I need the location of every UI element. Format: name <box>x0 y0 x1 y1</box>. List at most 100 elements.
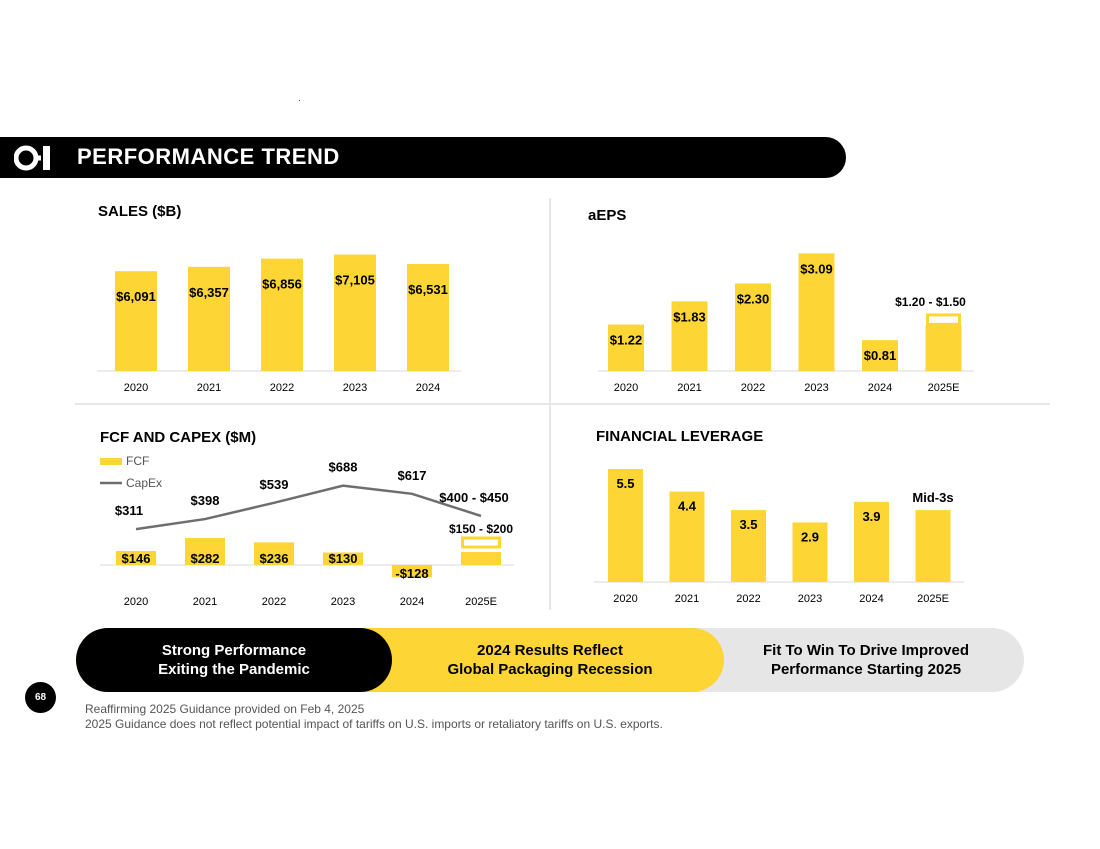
pill-text: 2024 Results Reflect Global Packaging Re… <box>447 642 653 678</box>
x-tick-label: 2022 <box>270 382 294 394</box>
x-tick-label: 2025E <box>465 596 497 608</box>
capex-point-label: $398 <box>191 493 220 508</box>
bar <box>735 283 771 371</box>
bar-label: 4.4 <box>678 499 697 514</box>
capex-point-label: $688 <box>329 460 358 475</box>
footnotes: Reaffirming 2025 Guidance provided on Fe… <box>85 702 663 732</box>
x-tick-label: 2024 <box>400 596 424 608</box>
bar <box>731 510 766 582</box>
chart-title: FINANCIAL LEVERAGE <box>596 428 763 445</box>
fcf-bar <box>254 542 294 565</box>
x-tick-label: 2021 <box>677 382 701 394</box>
bar-label: $1.20 - $1.50 <box>895 295 966 309</box>
capex-point-label: $539 <box>260 477 289 492</box>
legend-capex-label: CapEx <box>126 476 162 490</box>
bar <box>798 253 835 371</box>
fcf-range-bar <box>461 552 501 565</box>
chart-title: SALES ($B) <box>98 203 181 220</box>
bar <box>261 258 303 371</box>
x-tick-label: 2025E <box>917 593 949 605</box>
fcf-bar <box>185 537 225 565</box>
pill-text: Fit To Win To Drive Improved Performance… <box>763 642 969 678</box>
fcf-bar-label: $236 <box>260 551 289 566</box>
x-tick-label: 2020 <box>124 596 148 608</box>
bar <box>792 522 828 582</box>
bar <box>608 469 643 582</box>
x-tick-label: 2023 <box>343 382 367 394</box>
bar-label: 5.5 <box>616 476 634 491</box>
chart-title: FCF AND CAPEX ($M) <box>100 429 256 446</box>
page-title: PERFORMANCE TREND <box>77 144 340 169</box>
summary-pills: Fit To Win To Drive Improved Performance… <box>76 628 1024 692</box>
fcf-bar-label: $130 <box>329 551 358 566</box>
x-tick-label: 2022 <box>736 593 760 605</box>
bar <box>334 254 376 371</box>
fcf-range-box <box>461 536 501 549</box>
bar <box>115 271 157 371</box>
bar-label: $7,105 <box>335 273 375 288</box>
fcf-bar-label: $146 <box>122 551 151 566</box>
fcf-bar <box>323 552 363 565</box>
horizontal-divider <box>75 403 1050 405</box>
x-tick-label: 2021 <box>197 382 221 394</box>
footnote-tariffs: 2025 Guidance does not reflect potential… <box>85 717 663 731</box>
legend-fcf-label: FCF <box>126 454 149 468</box>
x-tick-label: 2020 <box>614 382 638 394</box>
footnote-guidance: Reaffirming 2025 Guidance provided on Fe… <box>85 702 365 716</box>
x-tick-label: 2021 <box>675 593 699 605</box>
legend-fcf-swatch <box>100 458 122 465</box>
pill-text: Strong Performance Exiting the Pandemic <box>158 642 310 678</box>
capex-line <box>135 484 482 531</box>
bar-label: 3.9 <box>862 509 880 524</box>
bar-label: $6,856 <box>262 277 302 292</box>
capex-point-label: $617 <box>398 468 427 483</box>
x-tick-label: 2024 <box>868 382 892 394</box>
bar-label: Mid-3s <box>912 490 953 505</box>
bar-label: $1.83 <box>673 309 706 324</box>
x-tick-label: 2023 <box>331 596 355 608</box>
page-number: 68 <box>25 682 56 713</box>
x-tick-label: 2024 <box>859 593 883 605</box>
bar <box>854 501 889 582</box>
o-i-logo-icon <box>14 145 50 171</box>
bar <box>671 301 708 371</box>
fcf-bar-label: $282 <box>191 551 220 566</box>
fcf-bar <box>116 551 156 565</box>
bar-label: $1.22 <box>610 333 643 348</box>
bar-label: 3.5 <box>739 517 757 532</box>
pill-strong-performance: Strong Performance Exiting the Pandemic <box>76 628 392 692</box>
bar-label: $6,357 <box>189 285 229 300</box>
fcf-bar-label: $150 - $200 <box>449 522 513 536</box>
aeps-chart: aEPS $1.22 2020 $1.83 2021 $2.30 2022 $3.09 202… <box>588 207 974 394</box>
bar-label: $6,091 <box>116 289 156 304</box>
fcf-bar <box>392 565 432 578</box>
chart-title: aEPS <box>588 207 626 224</box>
bar-label: 2.9 <box>801 529 819 544</box>
bar <box>407 263 449 371</box>
x-tick-label: 2021 <box>193 596 217 608</box>
x-tick-label: 2023 <box>804 382 828 394</box>
capex-point-label: $400 - $450 <box>439 490 508 505</box>
x-tick-label: 2024 <box>416 382 440 394</box>
leverage-chart: FINANCIAL LEVERAGE 5.5 2020 4.4 2021 3.5 2022… <box>594 428 964 605</box>
bar <box>669 491 705 582</box>
x-tick-label: 2022 <box>262 596 286 608</box>
bar-label: $3.09 <box>800 261 833 276</box>
title-banner: PERFORMANCE TREND <box>0 137 846 178</box>
x-tick-label: 2025E <box>928 382 960 394</box>
sales-chart: SALES ($B) $6,091 2020 $6,357 2021 $6,856 202… <box>97 203 461 394</box>
range-box <box>926 313 961 326</box>
bar <box>188 266 230 371</box>
stray-dot <box>299 100 300 101</box>
x-tick-label: 2020 <box>613 593 637 605</box>
x-tick-label: 2023 <box>798 593 822 605</box>
x-tick-label: 2022 <box>741 382 765 394</box>
bar <box>915 510 951 582</box>
range-base-bar <box>925 325 962 371</box>
bar <box>608 324 644 371</box>
bar <box>862 340 898 371</box>
x-tick-label: 2020 <box>124 382 148 394</box>
fcf-capex-chart: FCF AND CAPEX ($M) FCF CapEx $146 2020 $28… <box>100 429 514 608</box>
bar-label: $6,531 <box>408 282 448 297</box>
bar-label: $0.81 <box>864 348 897 363</box>
